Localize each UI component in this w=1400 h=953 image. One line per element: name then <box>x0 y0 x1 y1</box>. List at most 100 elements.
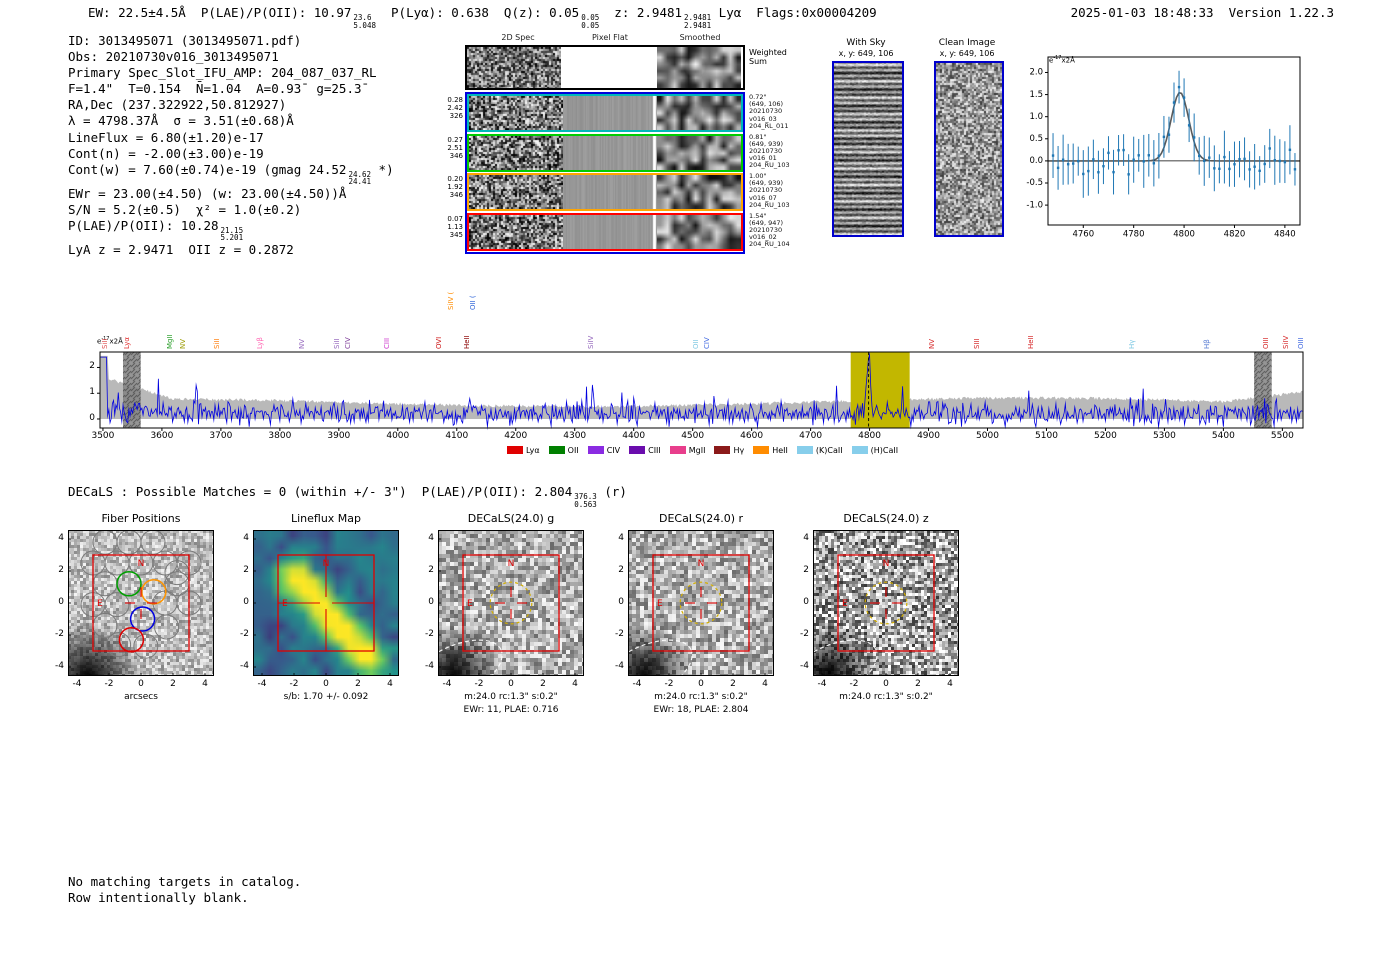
y-tick-label: -4 <box>425 661 434 671</box>
y-tick-label: 0 <box>618 597 624 607</box>
spectral-line-label: SiII <box>100 338 109 349</box>
y-tick-label: -2 <box>800 629 809 639</box>
row-stat-labels: 0.28 2.42 326 <box>447 96 463 120</box>
legend-label: (K)CaII <box>815 445 843 455</box>
x-tick-label: 4700 <box>799 431 823 441</box>
x-tick-label: 0 <box>698 679 704 689</box>
legend-label: (H)CaII <box>870 445 899 455</box>
x-tick-label: 0 <box>323 679 329 689</box>
cutout-caption: arcsecs <box>124 692 158 702</box>
x-tick-label: 0 <box>138 679 144 689</box>
y-tick-label: 4 <box>428 533 434 543</box>
x-tick-label: 3800 <box>268 431 292 441</box>
spectral-line-label: SiII <box>212 338 221 349</box>
x-tick-label: 5100 <box>1035 431 1058 441</box>
decals-z-image <box>813 530 959 676</box>
catalog-match-line: DECaLS : Possible Matches = 0 (within +/… <box>68 484 627 508</box>
x-tick-label: 2 <box>355 679 361 689</box>
stack-hi: 24.62 <box>348 169 372 179</box>
spectral-line-label: NV <box>297 338 306 349</box>
y-tick-label: 2 <box>58 565 64 575</box>
x-tick-label: 5300 <box>1152 431 1176 441</box>
spectral-line-label: NV <box>927 338 936 349</box>
row-fiber-info: 0.81" (649, 939) 20210730 v016_01 204_RU… <box>749 132 790 170</box>
text-segment: LyA z = 2.9471 OII z = 0.2872 <box>68 241 294 257</box>
text-segment: Lyα Flags:0x00004209 <box>711 5 877 20</box>
cutout-title: DECaLS(24.0) r <box>658 512 744 525</box>
x-tick-label: 4500 <box>681 431 705 441</box>
spectral-line-label: SiIV ( <box>446 291 455 310</box>
ylabel-exponent: -17 <box>101 336 110 342</box>
x-tick-label: 4 <box>387 679 393 689</box>
text-segment: Obs: 20210730v016_3013495071 <box>68 49 279 65</box>
cutout-caption: m:24.0 rc:1.3" s:0.2" <box>464 692 558 702</box>
info-line: F=1.4" T=0.154 N̄=1.04 A=0.93̄ g=25.3̄ <box>68 81 394 97</box>
spectral-line-label: SiIV <box>587 335 596 349</box>
spectral-line-label: SiII <box>332 338 341 349</box>
text-segment: (r) <box>596 484 627 499</box>
x-tick-label: 3700 <box>209 431 233 441</box>
text-segment: RA,Dec (237.322922,50.812927) <box>68 97 287 113</box>
text-segment: DECaLS : Possible Matches = 0 (within +/… <box>68 484 573 499</box>
cutout-title: Fiber Positions <box>101 512 181 525</box>
spectral-line-label: OIII <box>1296 337 1305 349</box>
text-segment: Primary Spec_Slot_IFU_AMP: 204_087_037_R… <box>68 65 377 81</box>
spectral-line-label: Lyβ <box>256 337 265 349</box>
text-segment: Cont(n) = -2.00(±3.00)e-19 <box>68 145 264 161</box>
x-tick-label: 5000 <box>976 431 999 441</box>
y-tick-label: 0 <box>58 597 64 607</box>
pixel-flat-image <box>563 135 657 170</box>
header-datetime-version: 2025-01-03 18:48:33 Version 1.22.3 <box>1070 5 1334 20</box>
with-sky-coords: x, y: 649, 106 <box>838 49 894 58</box>
y-tick-label: 2 <box>803 565 809 575</box>
fiber-2d-row <box>467 133 743 172</box>
hi-lo-stack: 21.15 5.201 <box>221 227 244 242</box>
with-sky-title: With Sky <box>846 38 886 48</box>
fiber-2d-row <box>467 173 743 211</box>
legend-swatch <box>506 446 523 454</box>
spectral-line-label: Hβ <box>1202 339 1211 349</box>
clean-image-image <box>934 61 1004 237</box>
header-summary: EW: 22.5±4.5Å P(LAE)/P(OII): 10.97 23.6 5.… <box>88 5 877 29</box>
y-tick-label: 0 <box>803 597 809 607</box>
stack-lo: 0.05 <box>581 20 600 30</box>
x-tick-label: -2 <box>849 679 859 689</box>
x-tick-label: 0 <box>883 679 889 689</box>
cutout-caption: m:24.0 rc:1.3" s:0.2" <box>654 692 748 702</box>
x-tick-label: 4000 <box>386 431 410 441</box>
legend-swatch <box>796 446 813 454</box>
legend-swatch <box>669 446 686 454</box>
legend-item: (H)CaII <box>851 445 899 455</box>
y-tick-label: 2 <box>243 565 249 575</box>
x-tick-label: 4 <box>202 679 208 689</box>
stack-hi: 21.15 <box>220 225 244 235</box>
legend-item: OII <box>548 445 579 455</box>
spectral-line-label: NV <box>179 338 188 349</box>
info-line: λ = 4798.37Å σ = 3.51(±0.68)Å <box>68 113 394 129</box>
spec2d-column-header: 2D Spec <box>501 33 535 42</box>
smoothed-image <box>657 175 741 209</box>
stack-hi: 2.9481 <box>684 13 712 22</box>
legend-swatch <box>753 446 770 454</box>
pixel-flat-image <box>563 214 657 249</box>
x-tick-label: 4900 <box>917 431 940 441</box>
smoothed-weighted-image <box>657 47 741 88</box>
legend-item: CIII <box>629 446 661 455</box>
y-tick-label: 0 <box>89 412 95 423</box>
cutout-caption2: EWr: 18, PLAE: 2.804 <box>653 705 749 715</box>
x-tick-label: -2 <box>474 679 484 689</box>
legend-label: MgII <box>688 445 706 455</box>
text-segment: P(LAE)/P(OII): 10.28 <box>68 217 219 233</box>
y-tick-label: -2 <box>425 629 434 639</box>
ylabel-suffix: x2Å <box>1061 56 1075 65</box>
x-tick-label: 2 <box>915 679 921 689</box>
spec2d-image <box>469 135 563 170</box>
row-fiber-info: 1.54" (649, 947) 20210730 v016_02 204_RU… <box>749 211 790 249</box>
spectral-line-label: OVI <box>434 336 443 349</box>
legend-label: Hγ <box>733 445 745 455</box>
smoothed-image <box>657 135 741 170</box>
legend-label: OII <box>567 445 579 455</box>
y-tick-label: 4 <box>243 533 249 543</box>
fiber-2d-row <box>467 212 743 251</box>
info-line: Obs: 20210730v016_3013495071 <box>68 49 394 65</box>
